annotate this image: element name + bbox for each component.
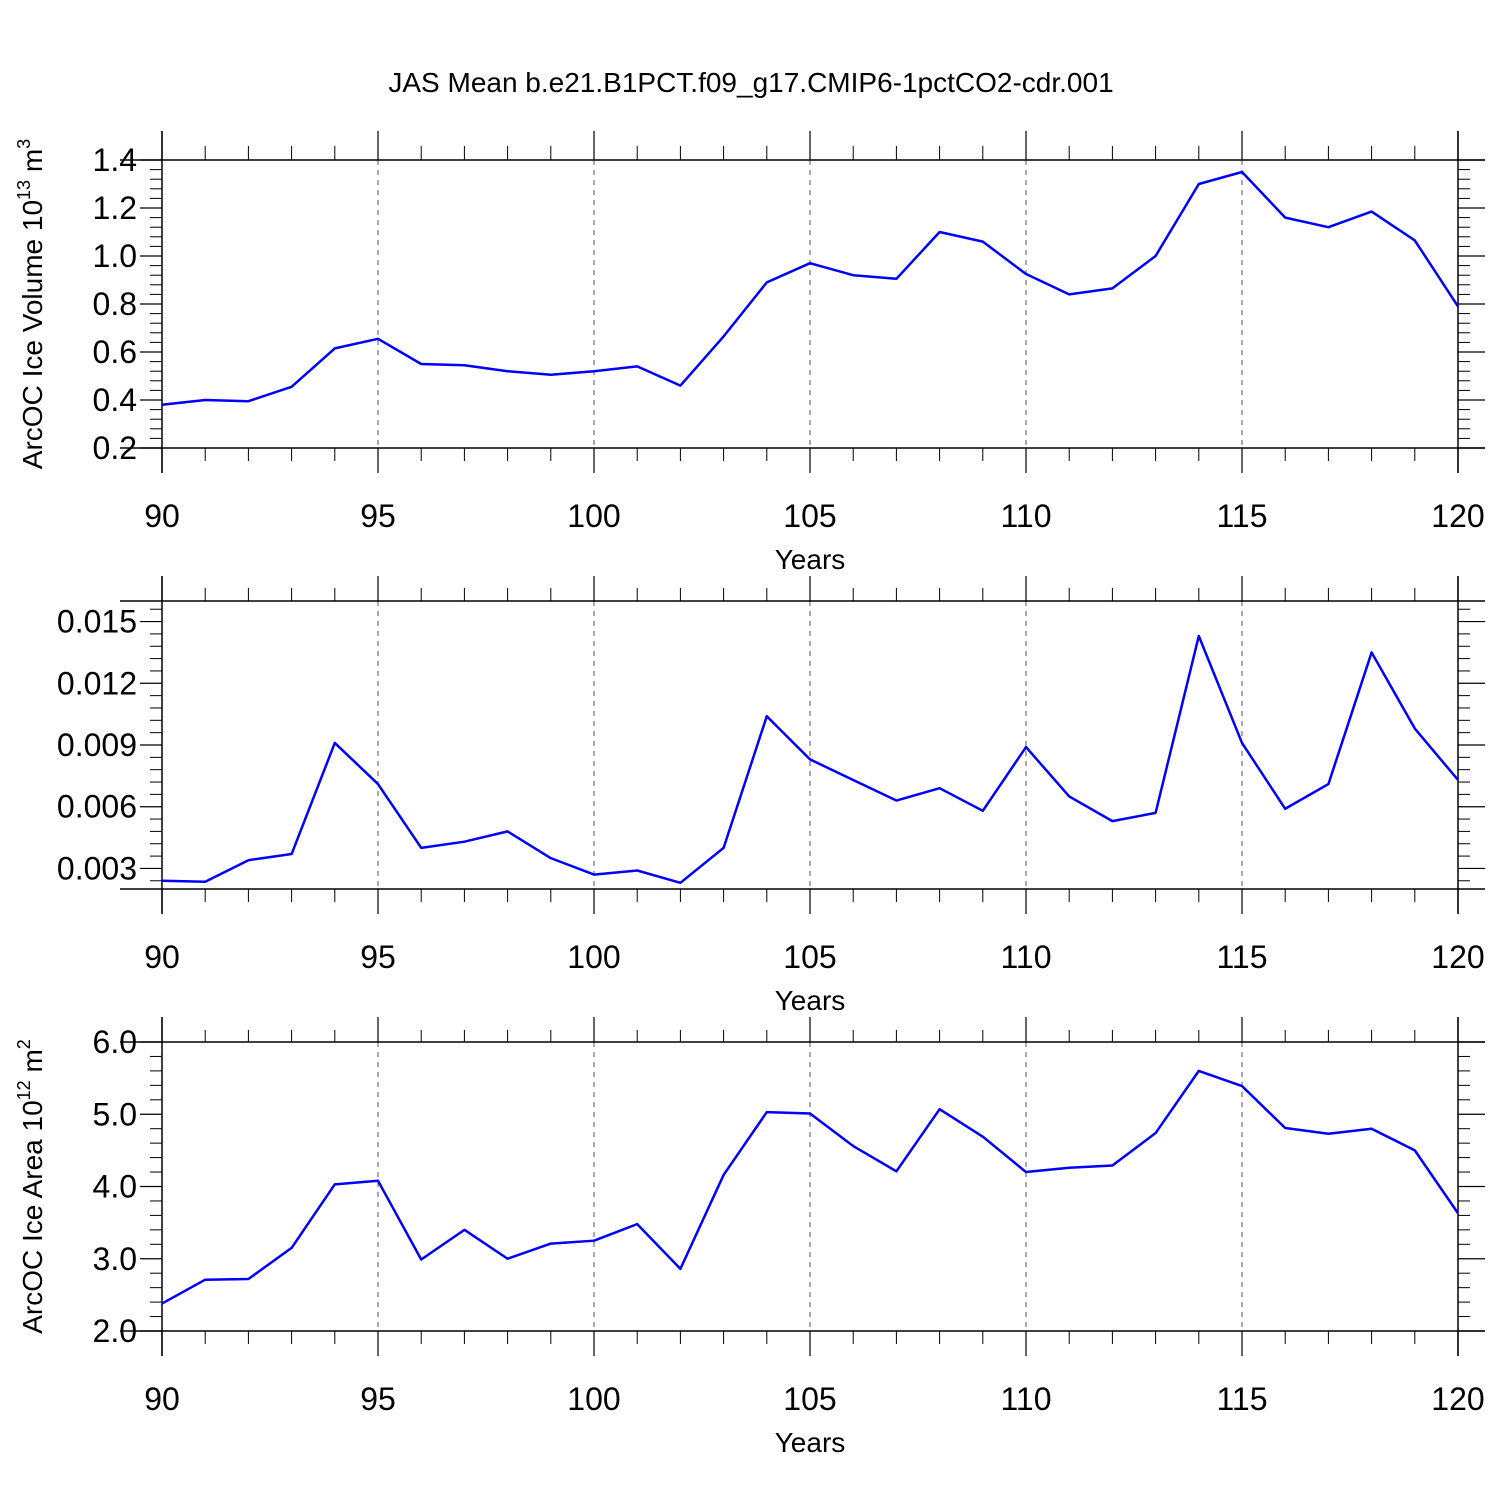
- y-tick-label: 0.003: [57, 850, 137, 886]
- y-axis-label: ArcOC Ice Volume 1013 m3: [14, 139, 48, 469]
- y-tick-label: 6.0: [93, 1024, 137, 1060]
- y-axis-label-part: ArcOC Ice Area 10: [17, 1100, 48, 1333]
- x-tick-label: 100: [567, 939, 620, 975]
- y-axis-label-superscript: 2: [14, 1039, 34, 1049]
- y-tick-label: 1.4: [93, 142, 137, 178]
- x-tick-label: 105: [783, 939, 836, 975]
- x-tick-label: 90: [144, 498, 180, 534]
- x-tick-label: 100: [567, 498, 620, 534]
- panel-3: 90 95 100 105 110 115 120 Years 2.0 3.0 4.0 5.0 6.0 A…: [14, 1017, 1485, 1458]
- y-tick-label: 0.015: [57, 604, 137, 640]
- y-tick-label: 5.0: [93, 1096, 137, 1132]
- x-tick-label: 110: [1000, 939, 1051, 975]
- figure-title: JAS Mean b.e21.B1PCT.f09_g17.CMIP6-1pctC…: [388, 67, 1113, 98]
- y-axis-label-superscript: 13: [14, 180, 34, 200]
- x-tick-label: 105: [783, 1381, 836, 1417]
- x-tick-label: 100: [567, 1381, 620, 1417]
- y-axis-label-superscript: 12: [14, 1080, 34, 1100]
- x-tick-label: 105: [783, 498, 836, 534]
- y-axis-label: ArcOC Ice Area 1012 m2: [14, 1039, 48, 1334]
- y-tick-label: 0.8: [93, 286, 137, 322]
- y-tick-label: 0.006: [57, 789, 137, 825]
- series-line: [161, 170, 1460, 407]
- x-tick-label: 120: [1431, 498, 1484, 534]
- y-tick-label: 0.2: [93, 430, 137, 466]
- panel-2: 90 95 100 105 110 115 120 Years 0.003 0.006 0.009 0…: [57, 576, 1485, 1016]
- y-tick-label: 0.012: [57, 665, 137, 701]
- series-line: [161, 634, 1459, 885]
- series-line: [161, 1069, 1460, 1305]
- x-axis-label: Years: [775, 1427, 846, 1458]
- x-tick-label: 110: [1000, 498, 1051, 534]
- y-tick-label: 0.009: [57, 727, 137, 763]
- y-axis-label-part: ArcOC Ice Volume 10: [17, 200, 48, 469]
- x-tick-label: 120: [1431, 1381, 1484, 1417]
- y-tick-label: 1.2: [93, 190, 137, 226]
- x-tick-label: 95: [360, 1381, 396, 1417]
- y-tick-label: 4.0: [93, 1169, 137, 1205]
- x-axis-label: Years: [775, 985, 846, 1016]
- x-axis-label: Years: [775, 544, 846, 575]
- x-tick-label: 115: [1216, 1381, 1267, 1417]
- y-axis-label-part: m: [17, 1049, 48, 1080]
- y-tick-label: 2.0: [93, 1313, 137, 1349]
- y-axis-label-superscript: 3: [14, 139, 34, 149]
- x-tick-label: 90: [144, 1381, 180, 1417]
- x-tick-label: 90: [144, 939, 180, 975]
- x-tick-label: 115: [1216, 939, 1267, 975]
- x-tick-label: 115: [1216, 498, 1267, 534]
- x-tick-label: 95: [360, 939, 396, 975]
- y-axis-label-part: m: [17, 149, 48, 180]
- y-tick-label: 0.4: [93, 382, 137, 418]
- x-tick-label: 120: [1431, 939, 1484, 975]
- panel-1: 90 95 100 105 110 115 120 Years 0.2 0.4 0.6 0.8 1.0 1…: [14, 131, 1485, 575]
- y-tick-label: 3.0: [93, 1241, 137, 1277]
- y-tick-label: 1.0: [93, 238, 137, 274]
- x-tick-label: 95: [360, 498, 396, 534]
- x-tick-label: 110: [1000, 1381, 1051, 1417]
- y-tick-label: 0.6: [93, 334, 137, 370]
